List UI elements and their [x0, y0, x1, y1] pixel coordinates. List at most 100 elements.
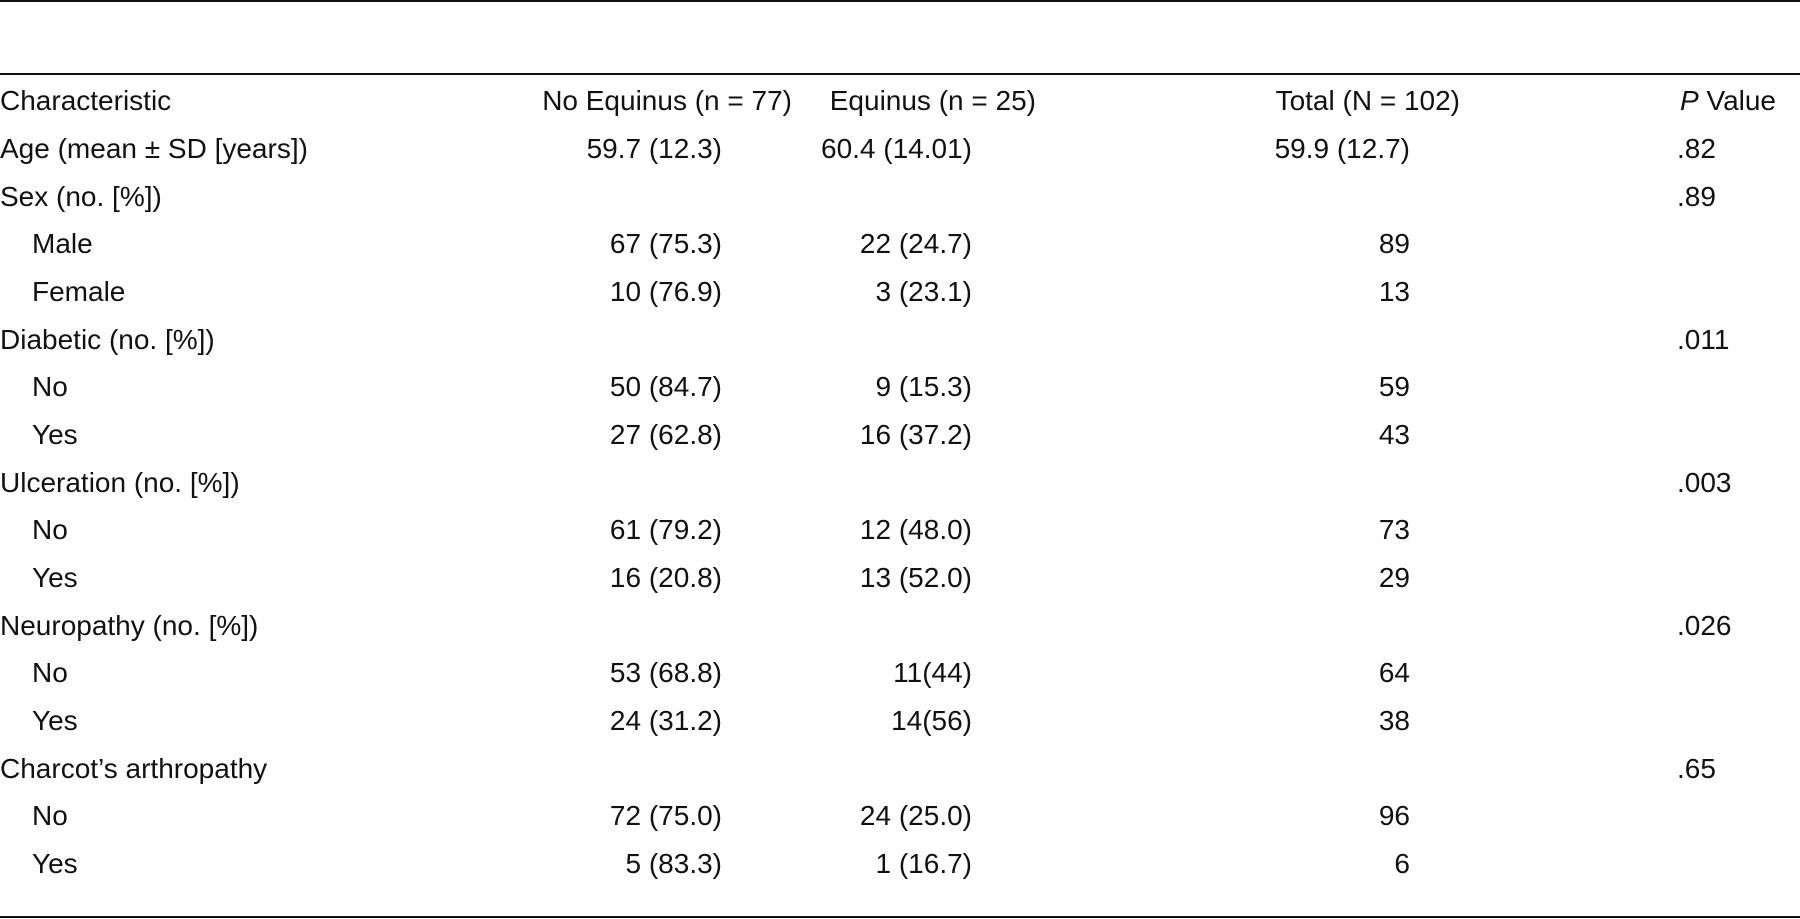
- row-label-text: No: [32, 371, 68, 403]
- cell-total-text: 29: [1378, 562, 1410, 594]
- header-characteristic: Characteristic: [0, 85, 172, 116]
- cell-equinus: 1 (16.7): [722, 840, 1132, 888]
- row-label: No: [0, 363, 470, 411]
- row-label: Yes: [0, 554, 470, 602]
- cell-equinus-text: 13 (52.0): [859, 562, 972, 594]
- row-label-text: Male: [32, 228, 93, 260]
- cell-equinus: [722, 173, 1132, 221]
- cell-equinus: 12 (48.0): [722, 507, 1132, 555]
- cell-total: [1132, 745, 1450, 793]
- cell-equinus: 13 (52.0): [722, 554, 1132, 602]
- cell-total-text: 59.9 (12.7): [1274, 132, 1410, 164]
- table-row: No 72 (75.0) 24 (25.0) 96: [0, 793, 1800, 841]
- cell-no-equinus-text: 59.7 (12.3): [586, 132, 722, 164]
- cell-equinus: 60.4 (14.01): [722, 125, 1132, 173]
- cell-total-text: 64: [1378, 657, 1410, 689]
- row-label: Charcot’s arthropathy: [0, 745, 470, 793]
- cell-p-value: [1450, 363, 1800, 411]
- table-row: Neuropathy (no. [%]) .026: [0, 602, 1800, 650]
- row-label: Sex (no. [%]): [0, 173, 470, 221]
- row-label: No: [0, 650, 470, 698]
- cell-no-equinus-text: 16 (20.8): [609, 562, 722, 594]
- cell-p-value-text: .026: [1677, 609, 1732, 641]
- row-label-text: Yes: [32, 848, 78, 880]
- cell-p-value: .026: [1450, 602, 1800, 650]
- row-label: Female: [0, 268, 470, 316]
- cell-equinus: 14(56): [722, 697, 1132, 745]
- cell-total: 64: [1132, 650, 1450, 698]
- cell-no-equinus-text: 67 (75.3): [609, 228, 722, 260]
- cell-p-value-text: .82: [1677, 132, 1716, 164]
- row-label: Yes: [0, 840, 470, 888]
- cell-p-value: [1450, 411, 1800, 459]
- cell-no-equinus: 61 (79.2): [470, 507, 722, 555]
- cell-equinus: [722, 745, 1132, 793]
- cell-no-equinus: 27 (62.8): [470, 411, 722, 459]
- cell-equinus-text: 60.4 (14.01): [821, 132, 972, 164]
- cell-equinus: 16 (37.2): [722, 411, 1132, 459]
- top-rule: [0, 0, 1800, 2]
- header-no-equinus: No Equinus (n = 77): [542, 85, 792, 116]
- cell-no-equinus: 67 (75.3): [470, 220, 722, 268]
- cell-p-value-text: .65: [1677, 752, 1716, 784]
- row-label: Yes: [0, 411, 470, 459]
- cell-total: [1132, 459, 1450, 507]
- row-label: Diabetic (no. [%]): [0, 316, 470, 364]
- cell-p-value: .89: [1450, 173, 1800, 221]
- cell-equinus-text: 11(44): [893, 657, 972, 689]
- row-label-text: Female: [32, 275, 126, 307]
- table-row: No 53 (68.8) 11(44) 64: [0, 650, 1800, 698]
- cell-no-equinus: [470, 316, 722, 364]
- cell-p-value: [1450, 554, 1800, 602]
- header-total: Total (N = 102): [1275, 85, 1460, 116]
- cell-equinus: 3 (23.1): [722, 268, 1132, 316]
- row-label-text: Yes: [32, 418, 78, 450]
- row-label: No: [0, 507, 470, 555]
- row-label: Ulceration (no. [%]): [0, 459, 470, 507]
- header-rule: [0, 73, 1800, 75]
- row-label-text: No: [32, 514, 68, 546]
- header-p-value: P Value: [1680, 85, 1777, 116]
- cell-p-value: [1450, 793, 1800, 841]
- cell-total: 13: [1132, 268, 1450, 316]
- cell-total: [1132, 602, 1450, 650]
- row-label-text: Sex (no. [%]): [0, 180, 162, 212]
- table-row: Charcot’s arthropathy .65: [0, 745, 1800, 793]
- cell-total-text: 89: [1378, 228, 1410, 260]
- cell-total: 29: [1132, 554, 1450, 602]
- table-row: Sex (no. [%]) .89: [0, 173, 1800, 221]
- cell-p-value-text: .89: [1677, 180, 1716, 212]
- cell-no-equinus: [470, 602, 722, 650]
- table-row: Diabetic (no. [%]) .011: [0, 316, 1800, 364]
- cell-equinus-text: 3 (23.1): [875, 275, 973, 307]
- cell-total: [1132, 316, 1450, 364]
- cell-no-equinus: 5 (83.3): [470, 840, 723, 888]
- cell-p-value: .003: [1450, 459, 1800, 507]
- cell-total-text: 59: [1378, 371, 1410, 403]
- cell-total-text: 6: [1394, 848, 1410, 880]
- cell-no-equinus: 24 (31.2): [470, 697, 722, 745]
- cell-p-value: [1450, 650, 1800, 698]
- cell-total: 43: [1132, 411, 1450, 459]
- cell-equinus-text: 9 (15.3): [875, 371, 973, 403]
- row-label-text: Ulceration (no. [%]): [0, 466, 240, 498]
- table-row: Yes 16 (20.8) 13 (52.0) 29: [0, 554, 1800, 602]
- cell-no-equinus: [470, 173, 722, 221]
- cell-total: [1132, 173, 1450, 221]
- cell-no-equinus-text: 24 (31.2): [609, 705, 722, 737]
- row-label-text: Yes: [32, 705, 78, 737]
- row-label: Yes: [0, 697, 470, 745]
- table-row: No 61 (79.2) 12 (48.0) 73: [0, 507, 1800, 555]
- row-label-text: Yes: [32, 562, 78, 594]
- cell-no-equinus: 72 (75.0): [470, 793, 722, 841]
- cell-total: 59.9 (12.7): [1132, 125, 1450, 173]
- cell-equinus: [722, 459, 1132, 507]
- cell-no-equinus: 59.7 (12.3): [470, 125, 722, 173]
- cell-no-equinus: [470, 745, 722, 793]
- row-label: Male: [0, 220, 470, 268]
- cell-p-value-text: .011: [1677, 323, 1730, 355]
- table-row: Age (mean ± SD [years]) 59.7 (12.3) 60.4 (…: [0, 125, 1800, 173]
- header-equinus: Equinus (n = 25): [829, 85, 1036, 116]
- row-label: Age (mean ± SD [years]): [0, 125, 470, 173]
- cell-p-value: .011: [1450, 316, 1800, 364]
